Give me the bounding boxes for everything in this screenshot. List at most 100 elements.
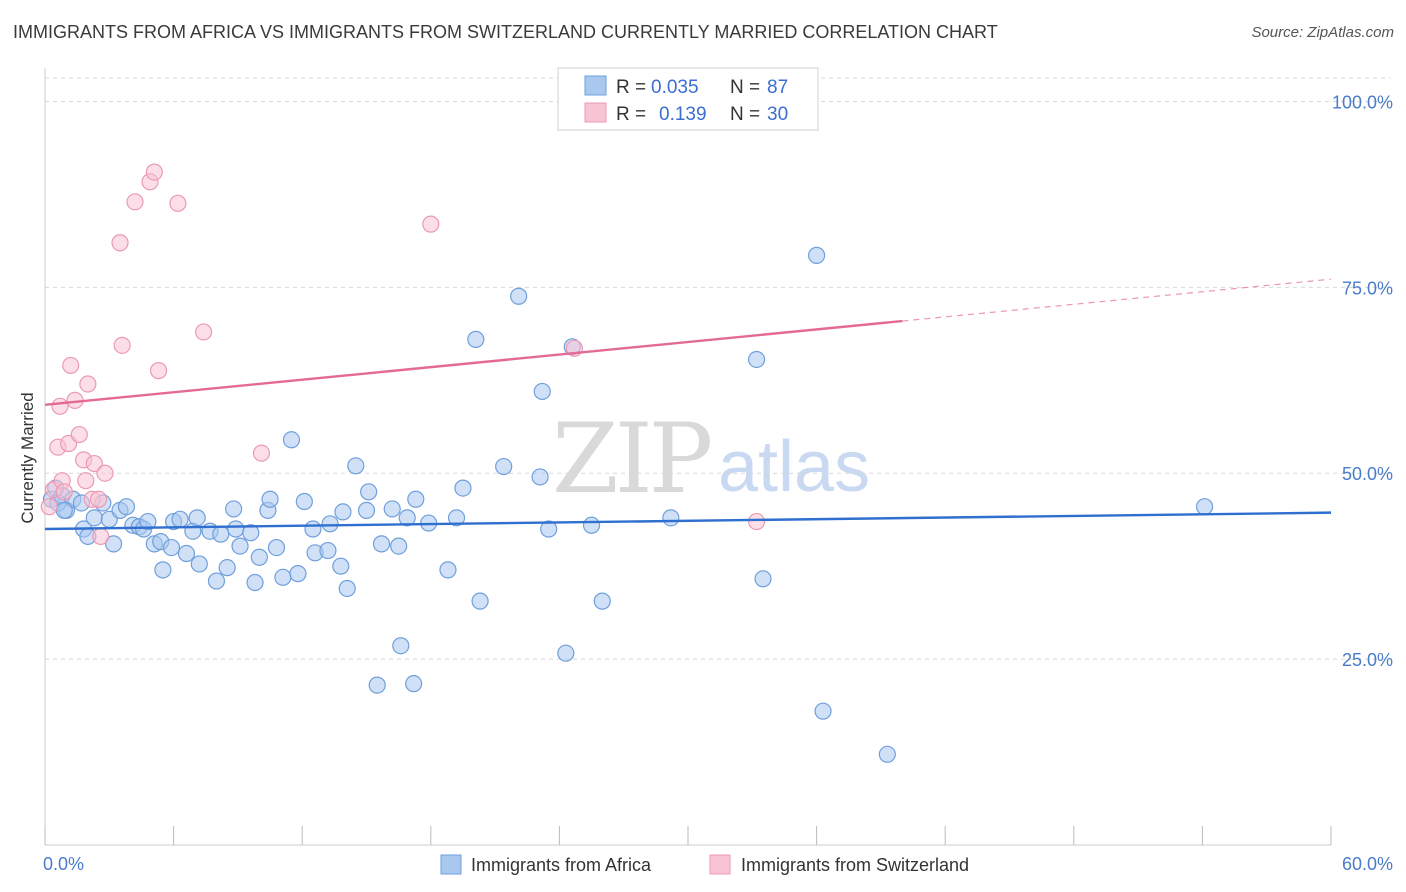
watermark-atlas: atlas	[718, 427, 870, 507]
point-africa-50	[332, 557, 350, 575]
series-legend: Immigrants from Africa Immigrants from S…	[440, 854, 969, 875]
point-switzerland-20	[126, 193, 144, 211]
point-switzerland-16	[92, 527, 110, 546]
point-africa-30	[207, 572, 226, 590]
point-switzerland-27	[422, 215, 440, 233]
bottom-legend-label-africa: Immigrants from Africa	[471, 855, 652, 875]
point-africa-51	[334, 503, 352, 521]
y-tick-label-25: 25.0%	[1342, 650, 1393, 670]
point-africa-61	[398, 509, 416, 527]
point-africa-33	[225, 500, 243, 518]
point-africa-45	[295, 492, 313, 511]
point-switzerland-19	[113, 336, 131, 354]
point-africa-37	[246, 573, 264, 592]
point-africa-40	[261, 490, 279, 508]
point-africa-68	[467, 330, 485, 348]
point-africa-80	[747, 350, 766, 369]
bottom-legend-swatch-switzerland	[709, 854, 731, 875]
point-africa-67	[454, 479, 472, 497]
point-africa-43	[282, 431, 301, 449]
trend-line-africa	[44, 511, 1332, 531]
point-africa-53	[347, 457, 365, 475]
legend-swatch-africa	[584, 75, 607, 96]
point-africa-84	[878, 745, 896, 763]
legend-n-label-switzerland: N =	[730, 104, 760, 125]
point-africa-55	[360, 483, 378, 501]
point-africa-65	[439, 561, 457, 579]
point-africa-81	[754, 570, 772, 588]
x-ticks	[44, 826, 1332, 845]
point-africa-49	[321, 515, 339, 533]
point-africa-58	[383, 500, 401, 518]
correlation-legend: R = 0.035 N = 87 R = 0.139 N = 30	[557, 67, 819, 131]
point-africa-12	[104, 535, 123, 553]
point-switzerland-15	[89, 490, 108, 508]
point-africa-22	[162, 538, 181, 557]
point-africa-75	[557, 644, 575, 662]
point-switzerland-7	[62, 356, 80, 375]
point-switzerland-22	[145, 163, 163, 181]
point-africa-54	[357, 501, 376, 520]
y-tick-label-75: 75.0%	[1342, 278, 1393, 298]
point-africa-21	[154, 561, 172, 579]
point-africa-62	[405, 675, 423, 693]
legend-r-value-africa: 0.035	[651, 77, 699, 98]
point-africa-48	[319, 541, 337, 560]
point-switzerland-14	[85, 454, 103, 473]
trend-lines	[44, 278, 1332, 531]
point-africa-66	[447, 509, 466, 527]
point-africa-32	[218, 559, 236, 577]
y-tick-label-50: 50.0%	[1342, 464, 1393, 484]
point-africa-63	[407, 490, 425, 508]
point-africa-52	[338, 579, 356, 598]
point-africa-60	[392, 637, 410, 655]
point-switzerland-12	[79, 375, 97, 393]
point-africa-27	[188, 509, 206, 527]
point-switzerland-26	[252, 444, 271, 462]
point-africa-42	[274, 568, 292, 586]
legend-swatch-switzerland	[584, 102, 607, 123]
point-africa-31	[212, 525, 230, 543]
point-africa-73	[533, 382, 551, 401]
point-switzerland-5	[55, 483, 73, 501]
bottom-legend-label-switzerland: Immigrants from Switzerland	[741, 855, 969, 875]
point-switzerland-23	[149, 362, 168, 380]
x-tick-label-60: 60.0%	[1342, 854, 1393, 874]
point-africa-28	[190, 555, 208, 573]
point-switzerland-29	[747, 512, 766, 531]
point-africa-70	[495, 457, 513, 476]
point-africa-79	[662, 509, 680, 527]
point-africa-57	[372, 535, 391, 553]
legend-r-label-africa: R =	[616, 77, 646, 98]
point-switzerland-24	[169, 194, 187, 212]
point-africa-83	[814, 702, 832, 720]
point-switzerland-25	[195, 323, 213, 341]
point-africa-9	[85, 509, 103, 527]
y-tick-label-100: 100.0%	[1332, 92, 1393, 112]
point-africa-44	[289, 565, 307, 583]
point-switzerland-18	[111, 234, 129, 252]
point-africa-34	[227, 520, 245, 538]
point-africa-25	[177, 544, 196, 563]
y-tick-labels: 25.0% 50.0% 75.0% 100.0%	[1332, 92, 1393, 670]
legend-n-label-africa: N =	[730, 77, 760, 98]
point-africa-69	[471, 592, 489, 610]
point-africa-18	[139, 512, 157, 531]
point-africa-41	[267, 538, 286, 557]
point-africa-38	[250, 548, 268, 566]
point-africa-59	[390, 537, 408, 555]
legend-n-value-switzerland: 30	[767, 104, 788, 125]
point-africa-24	[171, 510, 189, 528]
point-africa-78	[593, 592, 611, 610]
legend-n-value-africa: 87	[767, 77, 788, 98]
point-switzerland-0	[40, 498, 58, 516]
bottom-legend-swatch-africa	[440, 854, 462, 875]
point-africa-82	[807, 246, 826, 264]
point-switzerland-17	[96, 464, 114, 482]
point-africa-74	[540, 520, 558, 538]
point-africa-85	[1195, 498, 1214, 516]
point-africa-71	[510, 287, 528, 305]
point-africa-46	[304, 520, 322, 538]
point-africa-77	[582, 516, 601, 534]
